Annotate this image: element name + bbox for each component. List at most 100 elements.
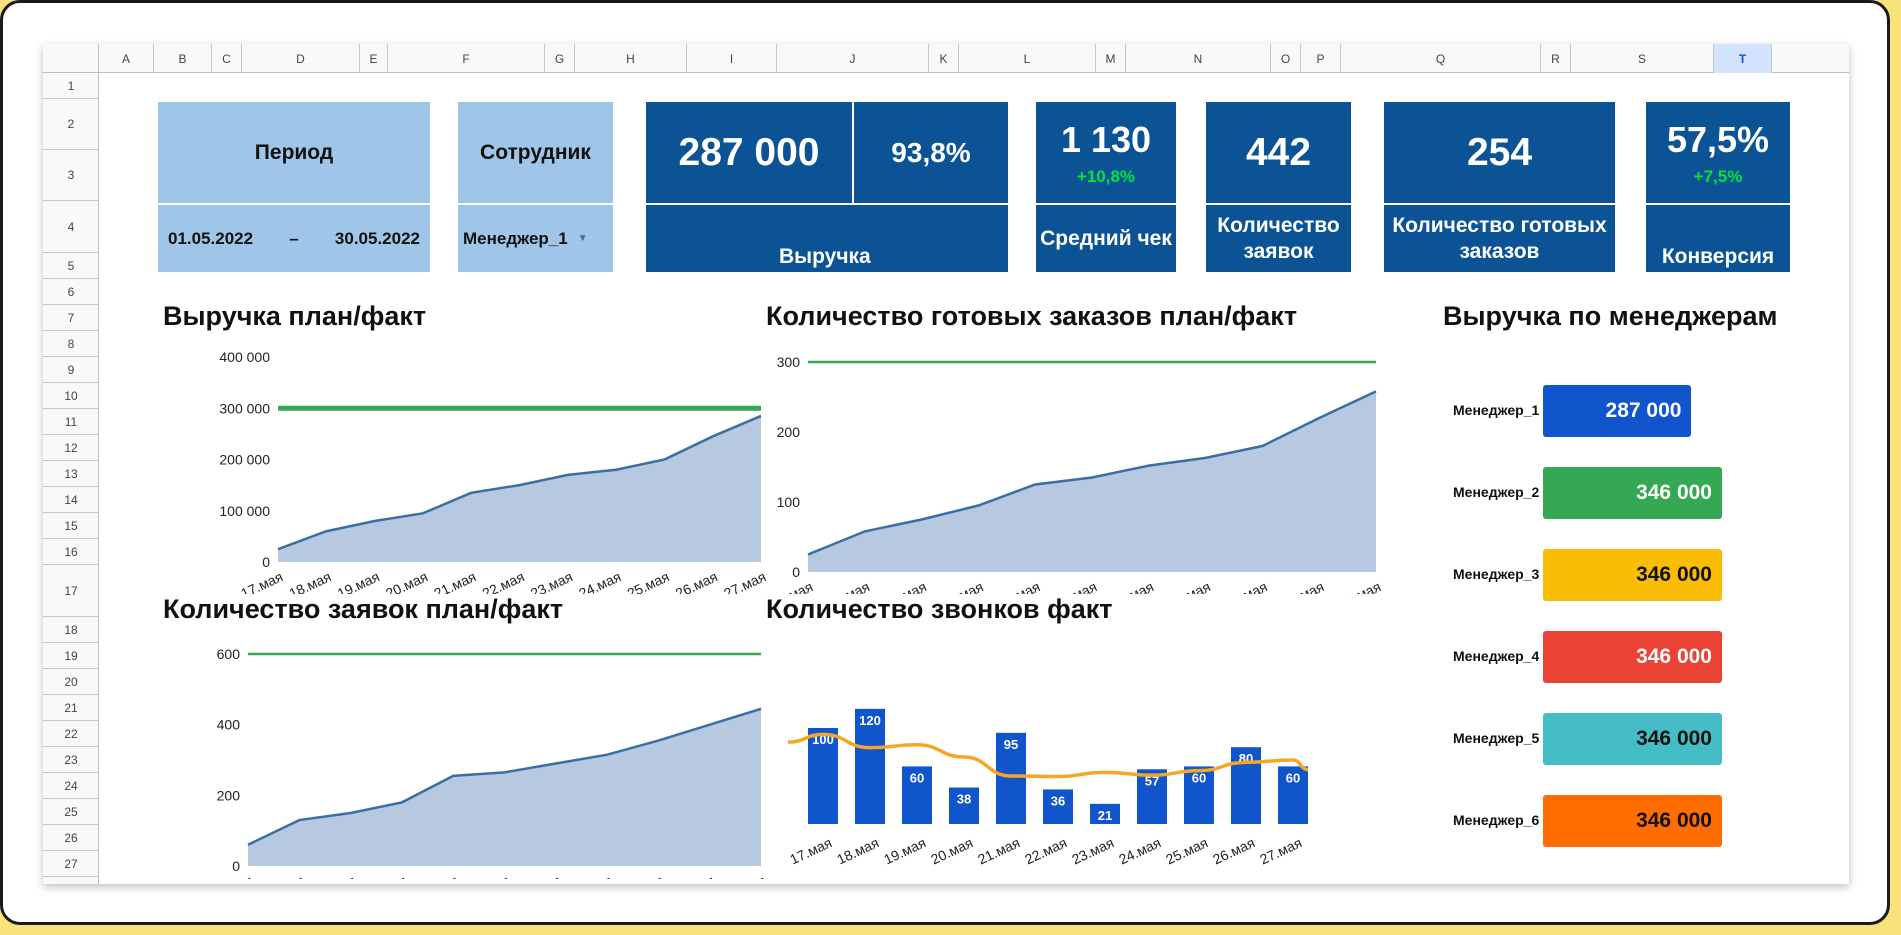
calls-fact-chart[interactable]: 10017.мая12018.мая6019.мая3820.мая9521.м… bbox=[778, 654, 1398, 884]
column-header-D[interactable]: D bbox=[242, 44, 360, 73]
call-bar bbox=[1137, 769, 1167, 824]
row-header-26[interactable]: 26 bbox=[43, 825, 99, 851]
column-header-F[interactable]: F bbox=[388, 44, 545, 73]
x-tick-label: 20.мая bbox=[939, 578, 986, 594]
row-header-5[interactable]: 5 bbox=[43, 253, 99, 279]
conversion-label: Конверсия bbox=[1646, 205, 1790, 272]
y-tick-label: 100 bbox=[777, 494, 801, 510]
conversion-tile: 57,5% +7,5% bbox=[1646, 102, 1790, 203]
column-header-R[interactable]: R bbox=[1541, 44, 1571, 73]
call-bar bbox=[1278, 766, 1308, 824]
call-bar bbox=[1231, 747, 1261, 824]
row-header-7[interactable]: 7 bbox=[43, 305, 99, 331]
column-header-C[interactable]: C bbox=[212, 44, 242, 73]
x-tick-label: 25.мая bbox=[619, 872, 666, 879]
row-header-23[interactable]: 23 bbox=[43, 747, 99, 773]
y-tick-label: 300 000 bbox=[219, 400, 270, 416]
call-bar bbox=[996, 732, 1026, 824]
column-header-J[interactable]: J bbox=[777, 44, 929, 73]
column-header-P[interactable]: P bbox=[1301, 44, 1341, 73]
x-tick-label: 18.мая bbox=[834, 834, 881, 867]
bar-value-label: 120 bbox=[859, 713, 881, 728]
date-separator: – bbox=[289, 228, 299, 248]
row-header-21[interactable]: 21 bbox=[43, 695, 99, 721]
x-tick-label: 25.мая bbox=[1223, 578, 1270, 594]
column-header-G[interactable]: G bbox=[545, 44, 575, 73]
x-tick-label: 20.мая bbox=[928, 834, 975, 867]
y-tick-label: 200 bbox=[777, 424, 801, 440]
manager-label: Менеджер_3 bbox=[1453, 566, 1540, 582]
row-header-3[interactable]: 3 bbox=[43, 150, 99, 201]
manager-revenue-bar: 346 000 bbox=[1543, 713, 1722, 765]
row-header-1[interactable]: 1 bbox=[43, 73, 99, 99]
row-header-6[interactable]: 6 bbox=[43, 279, 99, 305]
x-tick-label: 17.мая bbox=[238, 568, 285, 594]
x-tick-label: 18.мая bbox=[825, 578, 872, 594]
column-header-B[interactable]: B bbox=[154, 44, 212, 73]
y-tick-label: 400 000 bbox=[219, 349, 270, 365]
x-tick-label: 23.мая bbox=[516, 872, 563, 879]
row-header-15[interactable]: 15 bbox=[43, 513, 99, 539]
row-header-9[interactable]: 9 bbox=[43, 357, 99, 383]
column-header-A[interactable]: A bbox=[99, 44, 154, 73]
bar-value-label: 57 bbox=[1145, 773, 1159, 788]
manager-label: Менеджер_1 bbox=[1453, 402, 1540, 418]
requests-plan-fact-chart[interactable]: 020040060017.мая18.мая19.мая20.мая21.мая… bbox=[153, 634, 773, 879]
row-header-10[interactable]: 10 bbox=[43, 383, 99, 409]
orders-plan-fact-chart[interactable]: 0 100 200 300 17.мая 18.мая 19.мая 20.мая 21.мая… bbox=[758, 344, 1398, 594]
row-header-16[interactable]: 16 bbox=[43, 539, 99, 565]
column-header-N[interactable]: N bbox=[1126, 44, 1271, 73]
column-header-T[interactable]: T bbox=[1714, 44, 1772, 73]
column-header-E[interactable]: E bbox=[360, 44, 388, 73]
y-tick-label: 0 bbox=[262, 554, 270, 570]
employee-value: Менеджер_1 bbox=[463, 228, 568, 248]
row-header-8[interactable]: 8 bbox=[43, 331, 99, 357]
column-header-O[interactable]: O bbox=[1271, 44, 1301, 73]
y-tick-label: 0 bbox=[232, 858, 240, 874]
x-tick-label: 18.мая bbox=[287, 568, 334, 594]
row-header-17[interactable]: 17 bbox=[43, 565, 99, 617]
date-range-cell[interactable]: 01.05.2022 – 30.05.2022 bbox=[158, 205, 430, 272]
x-tick-label: 19.мая bbox=[335, 568, 382, 594]
row-header-14[interactable]: 14 bbox=[43, 487, 99, 513]
y-tick-label: 300 bbox=[777, 354, 801, 370]
row-header-22[interactable]: 22 bbox=[43, 721, 99, 747]
manager-label: Менеджер_6 bbox=[1453, 812, 1540, 828]
row-header-27[interactable]: 27 bbox=[43, 851, 99, 877]
column-header-L[interactable]: L bbox=[959, 44, 1096, 73]
x-tick-label: 19.мая bbox=[311, 872, 358, 879]
x-tick-label: 21.мая bbox=[413, 872, 460, 879]
x-tick-label: 17.мая bbox=[787, 834, 834, 867]
employee-dropdown[interactable]: Менеджер_1 ▼ bbox=[458, 205, 613, 272]
manager-label: Менеджер_4 bbox=[1453, 648, 1540, 664]
y-tick-label: 200 bbox=[217, 787, 241, 803]
avg-check-change: +10,8% bbox=[1076, 166, 1136, 186]
row-header-25[interactable]: 25 bbox=[43, 799, 99, 825]
row-header-2[interactable]: 2 bbox=[43, 99, 99, 150]
column-header-M[interactable]: M bbox=[1096, 44, 1126, 73]
row-header-4[interactable]: 4 bbox=[43, 201, 99, 253]
column-header-K[interactable]: K bbox=[929, 44, 959, 73]
column-header-H[interactable]: H bbox=[575, 44, 687, 73]
row-header-19[interactable]: 19 bbox=[43, 643, 99, 669]
x-tick-label: 24.мая bbox=[1166, 578, 1213, 594]
chevron-down-icon: ▼ bbox=[577, 233, 588, 244]
x-tick-label: 27.мая bbox=[1336, 578, 1383, 594]
y-tick-label: 100 000 bbox=[219, 503, 270, 519]
date-to: 30.05.2022 bbox=[334, 228, 420, 248]
x-tick-label: 26.мая bbox=[670, 872, 717, 879]
row-header-18[interactable]: 18 bbox=[43, 617, 99, 643]
revenue-plan-fact-chart[interactable]: 0 100 000 200 000 300 000 400 000 17.мая 18.ма… bbox=[153, 339, 773, 594]
x-tick-label: 26.мая bbox=[1279, 578, 1326, 594]
column-header-I[interactable]: I bbox=[687, 44, 777, 73]
row-header-13[interactable]: 13 bbox=[43, 461, 99, 487]
row-header-11[interactable]: 11 bbox=[43, 409, 99, 435]
column-header-S[interactable]: S bbox=[1571, 44, 1714, 73]
row-header-24[interactable]: 24 bbox=[43, 773, 99, 799]
select-all-corner[interactable] bbox=[43, 44, 99, 73]
column-header-Q[interactable]: Q bbox=[1341, 44, 1541, 73]
row-header-20[interactable]: 20 bbox=[43, 669, 99, 695]
row-header-12[interactable]: 12 bbox=[43, 435, 99, 461]
